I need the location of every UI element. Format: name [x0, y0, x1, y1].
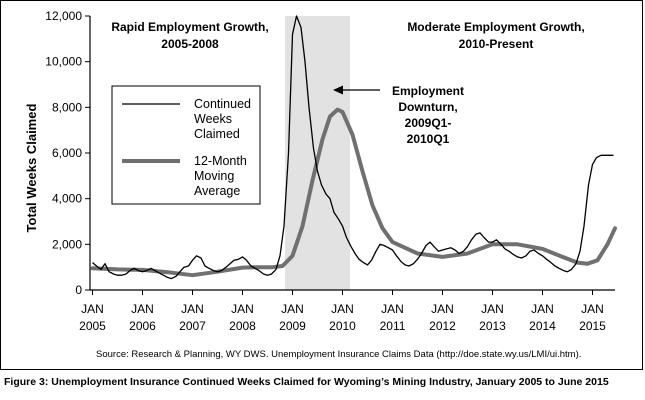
x-tick-label-year: 2007 — [179, 319, 206, 333]
x-tick-label-year: 2010 — [329, 319, 356, 333]
x-tick-label-month: JAN — [331, 302, 354, 316]
annotation-moderate-growth-line1: Moderate Employment Growth, — [407, 20, 584, 34]
y-tick-label: 12,000 — [45, 9, 82, 23]
legend: Continued Weeks Claimed 12-Month Moving … — [111, 85, 261, 205]
x-tick-label-month: JAN — [581, 302, 604, 316]
series-line-moving-average — [90, 107, 617, 278]
annotation-downturn-line3: 2009Q1- — [405, 116, 452, 130]
x-tick-label-year: 2005 — [79, 319, 106, 333]
x-tick-label-month: JAN — [481, 302, 504, 316]
y-tick-label: 0 — [75, 283, 82, 297]
x-tick-label-year: 2015 — [579, 319, 606, 333]
annotation-moderate-growth-line2: 2010-Present — [459, 37, 534, 51]
legend-label-average-line2: Moving — [194, 169, 234, 183]
x-tick-label-month: JAN — [131, 302, 154, 316]
x-tick-label-month: JAN — [231, 302, 254, 316]
x-tick-label-year: 2009 — [279, 319, 306, 333]
x-tick-label-month: JAN — [181, 302, 204, 316]
annotation-rapid-growth-line1: Rapid Employment Growth, — [111, 20, 268, 34]
x-tick-label-year: 2011 — [380, 319, 406, 333]
y-axis-label: Total Weeks Claimed — [24, 104, 39, 233]
y-tick-label: 6,000 — [52, 146, 82, 160]
annotation-downturn-line1: Employment — [392, 84, 464, 98]
x-tick-label-month: JAN — [81, 302, 104, 316]
legend-label-continued-line2: Weeks — [194, 112, 232, 126]
line-chart: 0 2,000 4,000 6,000 8,000 10,000 12,000 JAN 200… — [24, 9, 617, 333]
x-tick-label-year: 2013 — [479, 319, 506, 333]
x-tick-label-month: JAN — [381, 302, 404, 316]
downturn-arrow — [333, 85, 380, 95]
x-tick-label-year: 2012 — [429, 319, 456, 333]
source-note: Source: Research & Planning, WY DWS. Une… — [96, 349, 582, 360]
y-tick-label: 4,000 — [52, 192, 82, 206]
x-tick-label-month: JAN — [531, 302, 554, 316]
legend-label-continued-line3: Claimed — [194, 127, 240, 141]
series-line-continued-weeks — [92, 15, 614, 280]
x-tick-label-year: 2006 — [129, 319, 156, 333]
x-tick-label-year: 2014 — [529, 319, 556, 333]
annotation-rapid-growth-line2: 2005-2008 — [161, 37, 219, 51]
y-tick-label: 2,000 — [52, 237, 82, 251]
x-tick-label-month: JAN — [431, 302, 454, 316]
annotation-downturn-line4: 2010Q1 — [407, 132, 450, 146]
x-tick-label-month: JAN — [281, 302, 304, 316]
figure-caption: Figure 3: Unemployment Insurance Continu… — [4, 376, 609, 388]
legend-label-continued-line1: Continued — [194, 97, 251, 111]
chart-frame — [0, 0, 643, 370]
x-tick-label-year: 2008 — [229, 319, 256, 333]
y-tick-label: 10,000 — [45, 55, 82, 69]
legend-label-average-line3: Average — [194, 184, 240, 198]
annotation-downturn-line2: Downturn, — [398, 100, 457, 114]
legend-label-average-line1: 12-Month — [194, 154, 247, 168]
y-tick-label: 8,000 — [52, 100, 82, 114]
